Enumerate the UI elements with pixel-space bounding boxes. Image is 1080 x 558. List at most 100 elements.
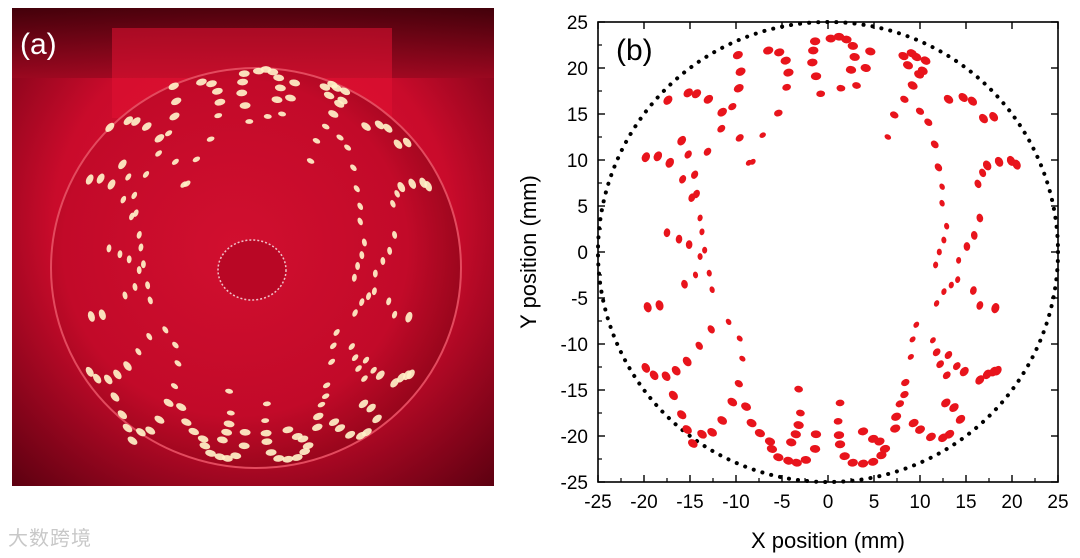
- data-point: [857, 459, 869, 468]
- data-point: [949, 403, 959, 413]
- photo-spot: [131, 117, 141, 126]
- data-point: [920, 56, 931, 65]
- panel-a-label: (a): [20, 28, 57, 61]
- data-point: [994, 156, 1004, 167]
- photo-spot: [245, 119, 254, 124]
- photo-spot: [380, 257, 386, 266]
- data-point: [943, 94, 954, 104]
- data-point: [727, 397, 738, 407]
- photo-spot: [136, 266, 142, 275]
- y-tick-label: -15: [561, 381, 588, 402]
- data-point: [959, 366, 969, 377]
- photo-spot: [192, 156, 201, 163]
- photo-spot: [214, 113, 223, 119]
- data-point: [754, 429, 765, 438]
- photo-spot: [171, 97, 182, 106]
- data-point: [661, 371, 671, 381]
- data-point: [681, 279, 688, 289]
- data-point: [976, 213, 984, 223]
- data-point: [913, 321, 920, 328]
- photo-spot: [372, 414, 382, 424]
- data-point: [841, 35, 852, 44]
- data-point: [939, 199, 945, 207]
- data-point: [688, 193, 696, 202]
- data-point: [835, 399, 845, 407]
- data-point: [891, 412, 902, 421]
- data-point: [825, 34, 836, 43]
- data-point: [941, 398, 951, 408]
- photo-spot: [329, 342, 337, 350]
- photo-spot: [297, 435, 309, 443]
- photo-spot: [323, 91, 335, 100]
- data-point: [703, 94, 714, 104]
- data-point: [783, 68, 794, 77]
- x-axis-ticks: -25 -20 -15 -10 -5 0 5 10 15 20 25: [584, 22, 1069, 513]
- photo-spot: [147, 296, 153, 305]
- photo-spot: [110, 392, 120, 402]
- photo-spot: [291, 454, 303, 461]
- photo-spot: [260, 429, 272, 437]
- data-point: [963, 242, 971, 251]
- photo-spot: [328, 358, 336, 365]
- y-tick-label: 5: [577, 197, 588, 218]
- data-points: [641, 32, 1021, 468]
- data-point: [786, 438, 797, 447]
- photo-spot: [361, 375, 368, 382]
- photo-spot: [357, 217, 363, 226]
- photo-spot: [278, 111, 287, 117]
- photo-spot: [271, 96, 283, 104]
- y-tick-label: 20: [567, 59, 588, 80]
- data-point: [836, 84, 846, 92]
- photo-spot: [122, 291, 128, 300]
- data-point: [691, 89, 702, 99]
- data-point: [895, 400, 905, 408]
- photo-spot: [176, 403, 187, 411]
- photo-spot: [282, 455, 294, 463]
- photo-spot: [348, 343, 355, 350]
- photo-spot: [106, 244, 112, 253]
- data-point: [992, 365, 1002, 376]
- data-point: [900, 391, 909, 399]
- data-point: [978, 113, 988, 124]
- data-point: [790, 430, 801, 439]
- data-point: [697, 214, 703, 222]
- data-point: [707, 325, 715, 334]
- watermark: 大数跨境: [8, 526, 92, 550]
- data-point: [717, 107, 727, 117]
- photo-spot: [386, 297, 392, 306]
- y-tick-label: 10: [567, 151, 588, 172]
- data-point: [702, 246, 708, 254]
- data-point: [759, 132, 766, 138]
- photo-spot: [322, 123, 330, 130]
- data-point: [725, 318, 732, 326]
- data-point: [989, 112, 999, 122]
- photo-spot: [146, 333, 153, 341]
- x-tick-label: 10: [909, 492, 930, 513]
- data-point: [733, 84, 744, 93]
- data-point: [930, 140, 939, 149]
- boundary-circle: [596, 20, 1060, 484]
- data-point: [932, 348, 941, 357]
- photo-spot: [206, 80, 217, 88]
- center-hole: [217, 239, 287, 301]
- photo-spot: [262, 401, 271, 407]
- data-point: [958, 92, 968, 102]
- y-tick-label: 25: [567, 13, 588, 34]
- data-point: [709, 286, 715, 294]
- data-point: [783, 456, 794, 465]
- data-point: [774, 48, 785, 57]
- data-point: [970, 230, 978, 240]
- data-point: [924, 118, 933, 127]
- photo-spot: [105, 122, 115, 132]
- data-point: [741, 402, 752, 411]
- data-point: [734, 379, 743, 388]
- data-point: [649, 370, 659, 381]
- photo-spot: [125, 173, 132, 181]
- data-point: [974, 179, 982, 189]
- data-point: [796, 409, 805, 417]
- data-point: [847, 42, 859, 50]
- data-point: [956, 256, 962, 264]
- photo-spot: [135, 428, 146, 437]
- photo-spot: [328, 418, 340, 427]
- data-point: [809, 37, 821, 46]
